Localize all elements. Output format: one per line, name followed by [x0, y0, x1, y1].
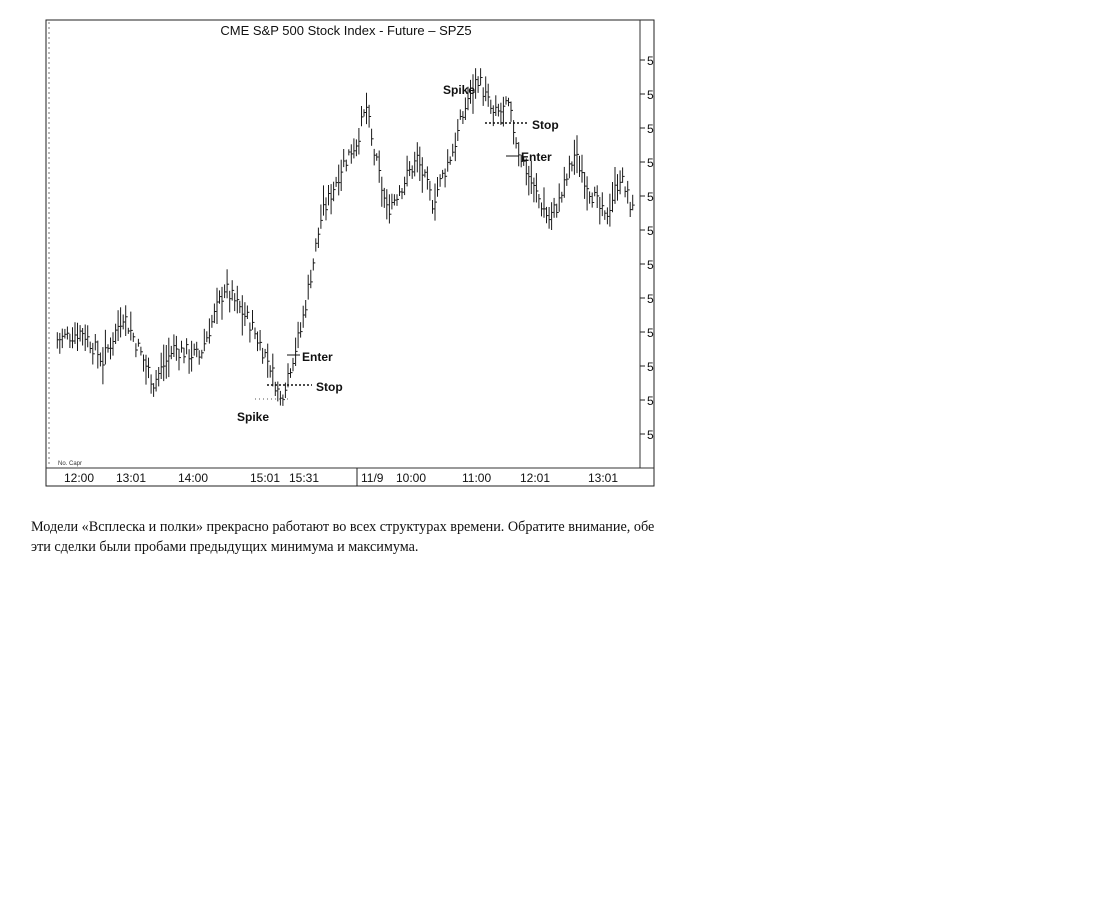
y-tick-label: 5: [647, 122, 654, 136]
annotation-stop-low: Stop: [316, 380, 343, 394]
x-tick-label: 15:31: [289, 471, 319, 485]
y-tick-label: 5: [647, 190, 654, 204]
y-tick-label: 5: [647, 88, 654, 102]
y-tick-label: 5: [647, 54, 654, 68]
y-tick-label: 5: [647, 224, 654, 238]
x-tick-label: 12:01: [520, 471, 550, 485]
y-tick-label: 5: [647, 258, 654, 272]
chart-title: CME S&P 500 Stock Index - Future – SPZ5: [220, 23, 471, 38]
chart-canvas: CME S&P 500 Stock Index - Future – SPZ5 …: [45, 19, 655, 487]
x-tick-label: 13:01: [588, 471, 618, 485]
x-axis-ticks: 12:00 13:01 14:00 15:01 15:31 11/9 10:00 11:00 1…: [64, 471, 618, 485]
x-tick-label: 11:00: [462, 471, 491, 485]
y-tick-label: 5: [647, 428, 654, 442]
annotation-spike-low: Spike: [237, 410, 269, 424]
y-tick-label: 5: [647, 326, 654, 340]
x-tick-label: 13:01: [116, 471, 146, 485]
figure-caption: Модели «Всплеска и полки» прекрасно рабо…: [31, 519, 655, 555]
chart-frame: [45, 19, 655, 487]
annotation-spike-high: Spike: [443, 83, 475, 97]
y-tick-label: 5: [647, 156, 654, 170]
y-tick-label: 5: [647, 360, 654, 374]
price-bars: [56, 68, 635, 406]
annotation-enter-low: Enter: [302, 350, 333, 364]
y-axis-ticks: 5 5 5 5 5 5 5 5 5 5 5 5: [640, 54, 654, 442]
annotation-enter-high: Enter: [521, 150, 552, 164]
y-tick-label: 5: [647, 394, 654, 408]
corner-label: No. Capr: [58, 461, 82, 467]
annotation-stop-high: Stop: [532, 118, 559, 132]
y-tick-label: 5: [647, 292, 654, 306]
x-tick-label: 15:01: [250, 471, 280, 485]
x-tick-label: 12:00: [64, 471, 94, 485]
x-tick-label: 10:00: [396, 471, 426, 485]
stock-chart: CME S&P 500 Stock Index - Future – SPZ5 …: [45, 19, 655, 487]
x-tick-label: 11/9: [361, 471, 384, 485]
x-tick-label: 14:00: [178, 471, 208, 485]
